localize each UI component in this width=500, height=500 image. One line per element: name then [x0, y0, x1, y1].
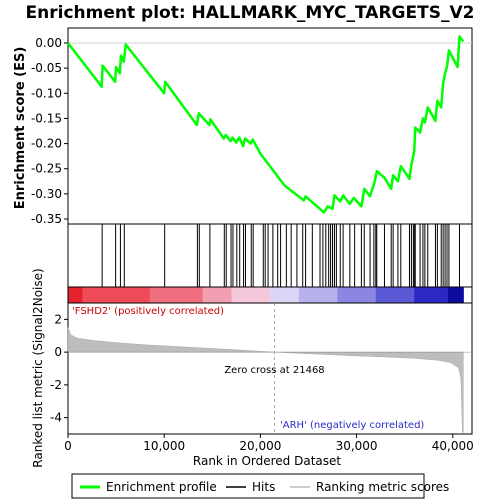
- rank-bar-segment: [202, 287, 233, 303]
- x-tick-label: 0: [64, 439, 72, 453]
- legend-label: Ranking metric scores: [316, 480, 449, 494]
- rank-bar-segment: [149, 287, 204, 303]
- es-y-tick-label: -0.20: [31, 137, 62, 151]
- chart-title: Enrichment plot: HALLMARK_MYC_TARGETS_V2: [26, 3, 475, 23]
- rank-bar-segment: [337, 287, 377, 303]
- legend-box: [71, 473, 425, 499]
- hits-panel-frame: [67, 223, 473, 288]
- es-y-tick-label: -0.25: [31, 162, 62, 176]
- es-plot-frame: [67, 27, 473, 225]
- zero-cross-label: Zero cross at 21468: [224, 365, 324, 376]
- negative-correlation-label: 'ARH' (negatively correlated): [280, 420, 424, 431]
- metric-y-tick-label: 0: [54, 345, 62, 359]
- x-tick-label: 20,000: [239, 439, 281, 453]
- es-y-tick-label: -0.30: [31, 187, 62, 201]
- x-tick-label: 30,000: [336, 439, 378, 453]
- rank-bar-segment: [270, 287, 300, 303]
- rank-bar-segment: [231, 287, 271, 303]
- rank-bar-segment: [375, 287, 415, 303]
- metric-y-tick-label: -2: [50, 378, 62, 392]
- metric-y-tick-label: -4: [50, 411, 62, 425]
- es-y-tick-label: -0.10: [31, 86, 62, 100]
- ranking-metric-area: [67, 327, 464, 433]
- legend-label: Enrichment profile: [106, 480, 217, 494]
- es-y-tick-label: -0.35: [31, 212, 62, 226]
- rank-bar-segment: [82, 287, 151, 303]
- legend-label: Hits: [252, 480, 275, 494]
- es-y-tick-label: -0.05: [31, 61, 62, 75]
- x-axis-title: Rank in Ordered Dataset: [193, 454, 341, 468]
- es-axis-title: Enrichment score (ES): [13, 47, 28, 210]
- es-y-tick-label: -0.15: [31, 111, 62, 125]
- rank-bar-segment: [298, 287, 338, 303]
- rank-bar-segment: [68, 287, 83, 303]
- rank-bar-segment: [414, 287, 449, 303]
- metric-plot-frame: [67, 302, 473, 435]
- x-tick-label: 40,000: [432, 439, 474, 453]
- enrichment-profile-line: [67, 35, 465, 214]
- metric-y-tick-label: 2: [54, 312, 62, 326]
- metric-axis-title: Ranked list metric (Signal2Noise): [31, 268, 45, 467]
- x-tick-label: 10,000: [143, 439, 185, 453]
- rank-bar-segment: [447, 287, 464, 303]
- es-y-tick-label: 0.00: [35, 36, 62, 50]
- positive-correlation-label: 'FSHD2' (positively correlated): [72, 306, 224, 317]
